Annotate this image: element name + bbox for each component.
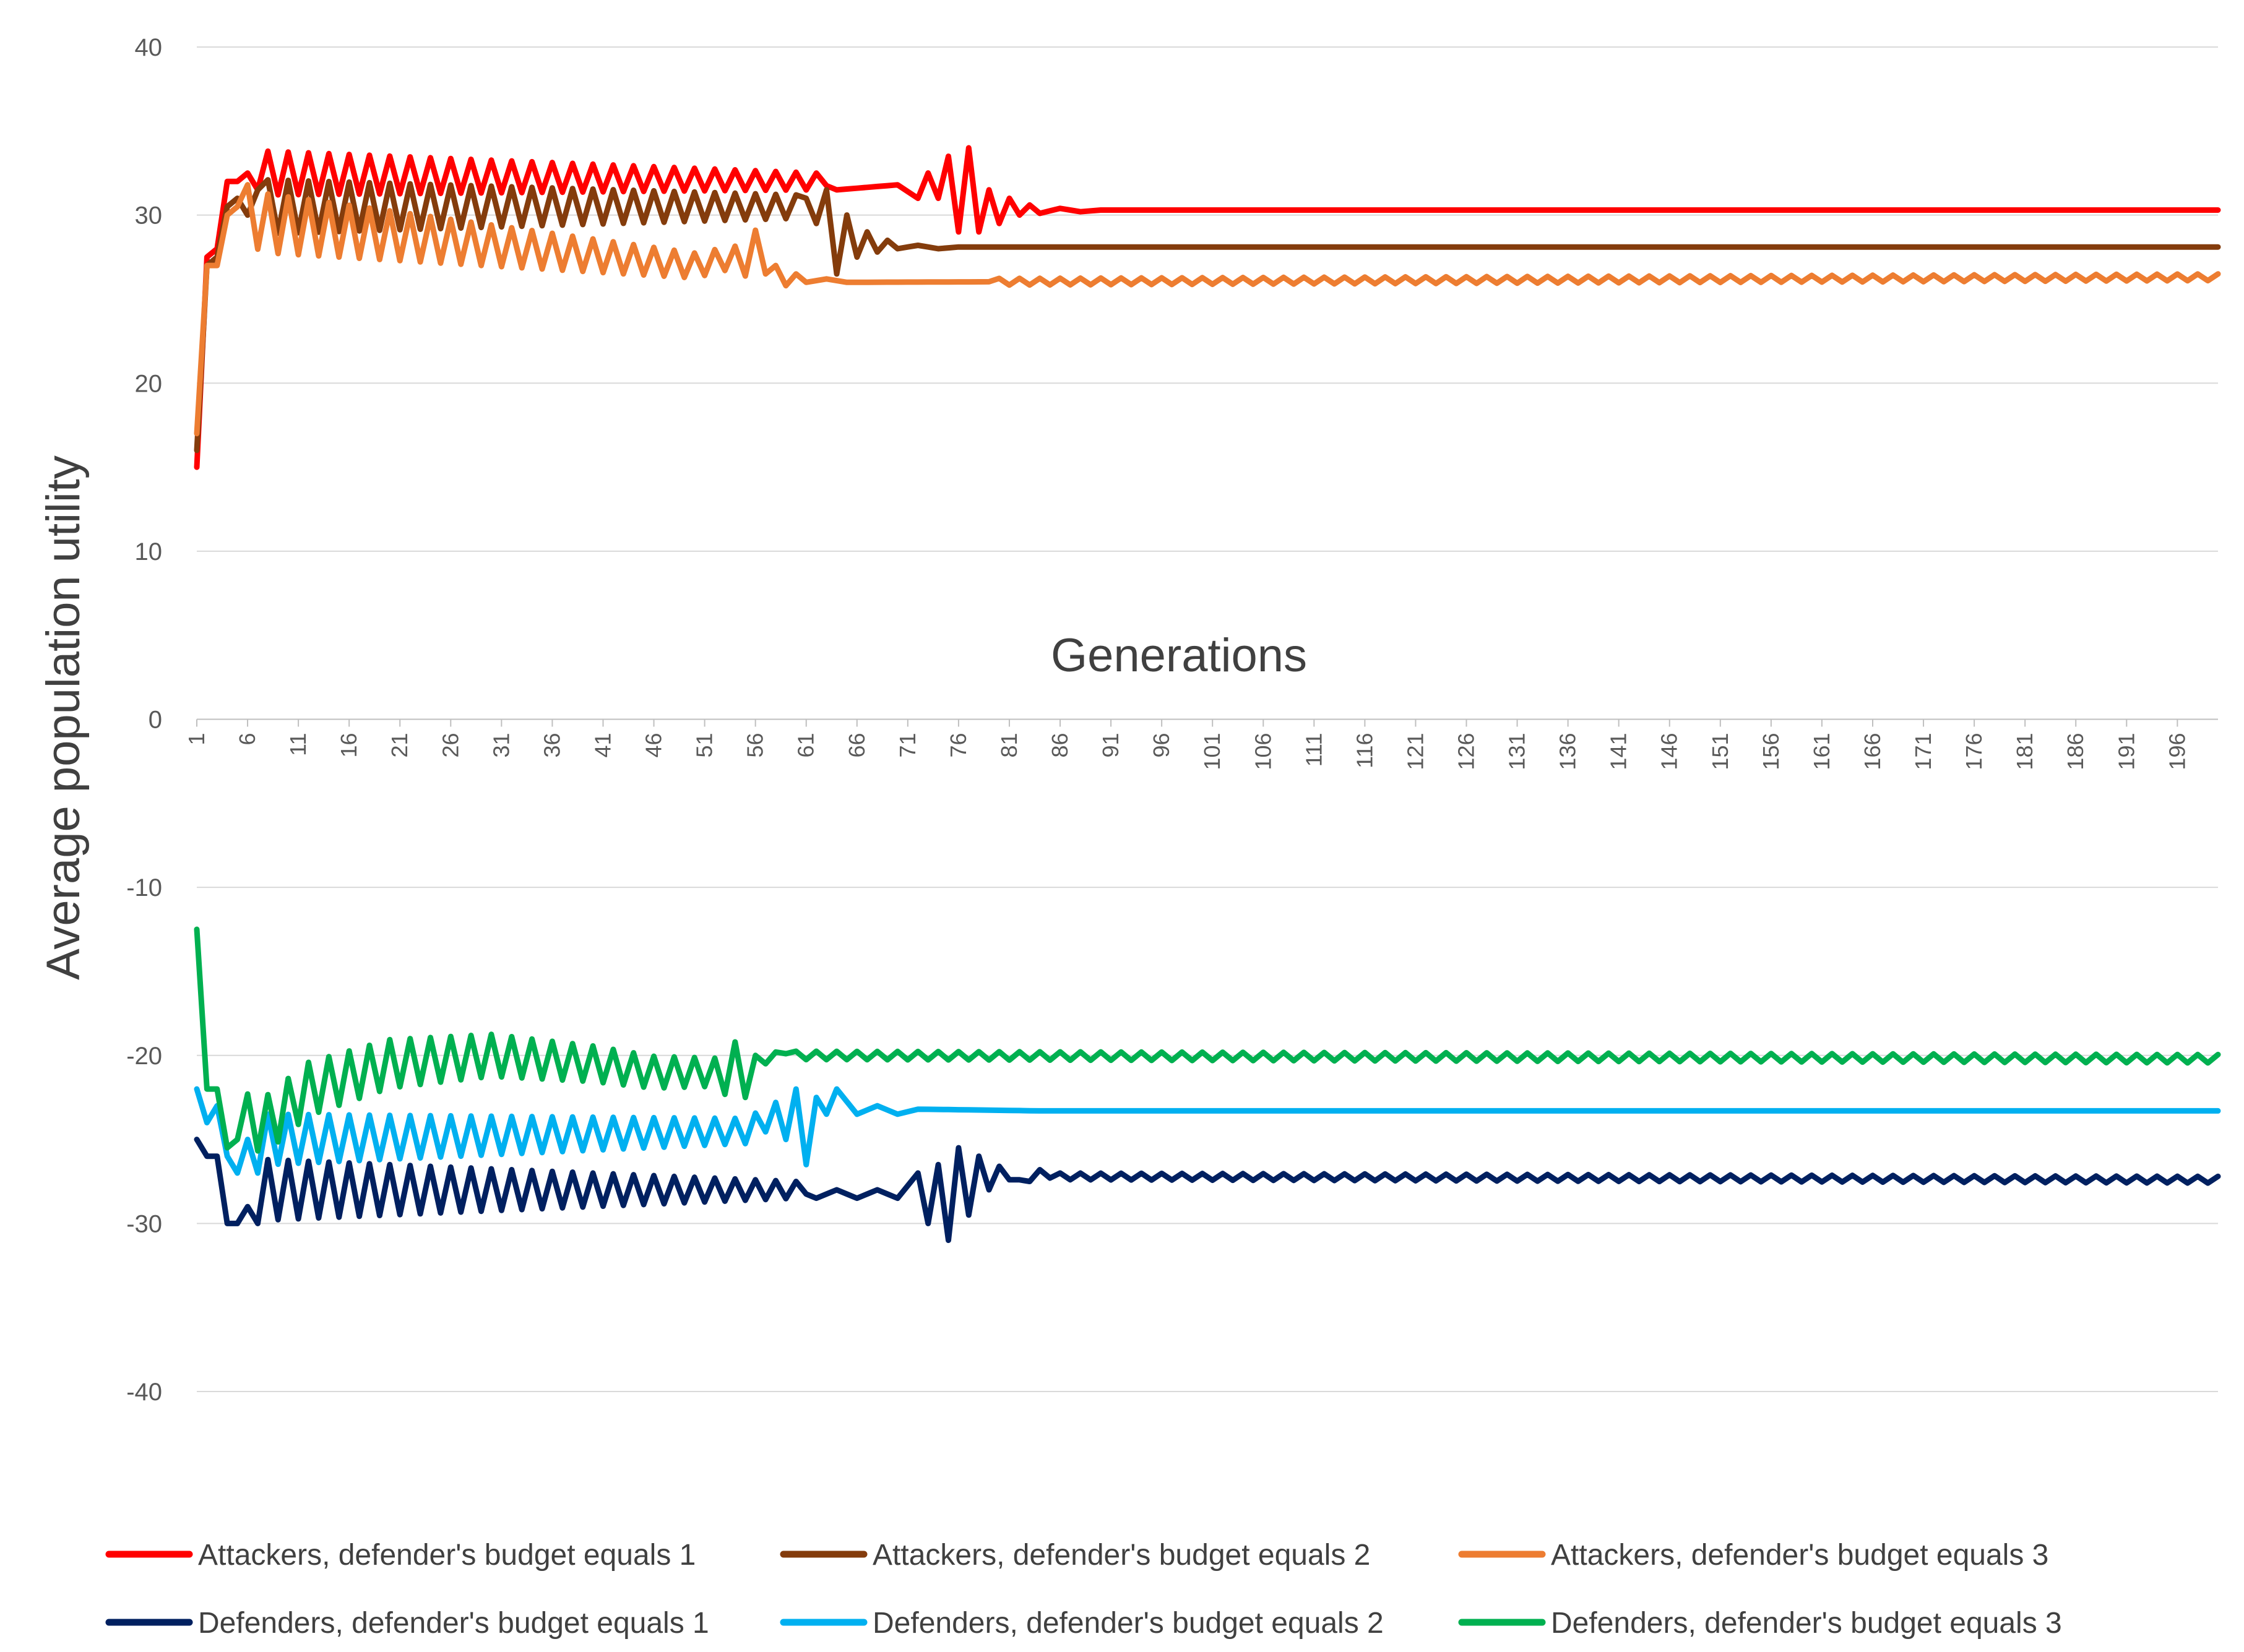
legend-label: Attackers, defender's budget equals 2 — [873, 1539, 1370, 1572]
y-tick-label: 20 — [135, 370, 163, 397]
legend-item-6: Defenders, defender's budget equals 3 — [1458, 1607, 2062, 1640]
y-tick-label: -30 — [126, 1210, 162, 1237]
x-tick-label: 16 — [336, 733, 361, 758]
x-axis-title: Generations — [1051, 629, 1307, 682]
x-tick-label: 116 — [1352, 733, 1377, 768]
x-tick-label: 191 — [2113, 733, 2139, 770]
x-tick-label: 46 — [641, 733, 667, 758]
series-line-6 — [194, 926, 2221, 1154]
series-line-1 — [194, 145, 2221, 470]
x-tick-label: 41 — [590, 733, 615, 758]
series-line-4 — [194, 1137, 2221, 1243]
y-tick-label: 40 — [135, 34, 163, 61]
x-tick-label: 126 — [1454, 733, 1479, 770]
y-tick-label: -20 — [126, 1043, 162, 1070]
x-tick-label: 11 — [285, 733, 311, 756]
x-tick-label: 141 — [1606, 733, 1631, 770]
legend: Attackers, defender's budget equals 1 Att… — [105, 1539, 2062, 1640]
x-tick-label: 101 — [1199, 733, 1225, 770]
series-line-3 — [194, 182, 2221, 437]
legend-item-3: Attackers, defender's budget equals 3 — [1458, 1539, 2048, 1572]
x-tick-label: 36 — [539, 733, 564, 758]
legend-item-1: Attackers, defender's budget equals 1 — [105, 1539, 696, 1572]
x-tick-label: 6 — [235, 733, 260, 746]
x-tick-label: 66 — [844, 733, 870, 758]
x-tick-label: 161 — [1809, 733, 1834, 770]
legend-label: Attackers, defender's budget equals 1 — [198, 1539, 696, 1572]
x-tick-label: 91 — [1098, 733, 1123, 758]
x-tick-label: 26 — [438, 733, 463, 758]
x-tick-label: 181 — [2012, 733, 2037, 770]
x-tick-label: 31 — [488, 733, 514, 758]
y-axis-ticks: 40 30 20 10 0 -10 -20 -30 -40 — [126, 34, 162, 1406]
x-tick-label: 176 — [1961, 733, 1987, 770]
legend-label: Defenders, defender's budget equals 1 — [198, 1607, 709, 1640]
legend-item-4: Defenders, defender's budget equals 1 — [105, 1607, 709, 1640]
legend-label: Defenders, defender's budget equals 2 — [873, 1607, 1384, 1640]
legend-item-2: Attackers, defender's budget equals 2 — [780, 1539, 1370, 1572]
x-tick-label: 106 — [1250, 733, 1275, 770]
x-tick-label: 121 — [1402, 733, 1428, 770]
x-tick-label: 1 — [184, 733, 209, 746]
x-tick-label: 61 — [793, 733, 819, 758]
legend-label: Defenders, defender's budget equals 3 — [1551, 1607, 2062, 1640]
y-axis-title: Average population utility — [37, 455, 90, 980]
x-tick-label: 21 — [387, 733, 412, 758]
legend-label: Attackers, defender's budget equals 3 — [1551, 1539, 2048, 1572]
y-tick-label: 10 — [135, 538, 163, 566]
series-line-2 — [194, 177, 2221, 454]
x-tick-label: 146 — [1657, 733, 1682, 770]
series-lines — [194, 145, 2221, 1243]
y-tick-label: -40 — [126, 1379, 162, 1406]
x-tick-label: 111 — [1301, 733, 1326, 767]
x-tick-label: 96 — [1149, 733, 1174, 758]
x-tick-label: 71 — [895, 733, 920, 758]
x-tick-label: 86 — [1047, 733, 1072, 758]
x-tick-label: 171 — [1910, 733, 1936, 770]
y-tick-label: 30 — [135, 202, 163, 230]
x-tick-label: 186 — [2063, 733, 2088, 770]
legend-item-5: Defenders, defender's budget equals 2 — [780, 1607, 1384, 1640]
y-tick-label: -10 — [126, 874, 162, 901]
x-tick-label: 81 — [996, 733, 1022, 758]
y-tick-label: 0 — [149, 707, 162, 734]
x-tick-label: 166 — [1860, 733, 1885, 770]
x-tick-label: 56 — [743, 733, 768, 758]
x-tick-label: 51 — [692, 733, 717, 758]
x-tick-label: 136 — [1555, 733, 1581, 770]
x-axis-ticks: 1 6 11 16 21 26 31 36 41 46 51 56 61 66 71 76 81 86 91 96 10… — [184, 719, 2190, 770]
x-tick-label: 156 — [1758, 733, 1784, 770]
series-line-5 — [194, 1086, 2221, 1176]
x-tick-label: 151 — [1707, 733, 1733, 770]
x-tick-label: 131 — [1504, 733, 1530, 770]
x-tick-label: 196 — [2164, 733, 2190, 770]
x-tick-label: 76 — [946, 733, 971, 758]
